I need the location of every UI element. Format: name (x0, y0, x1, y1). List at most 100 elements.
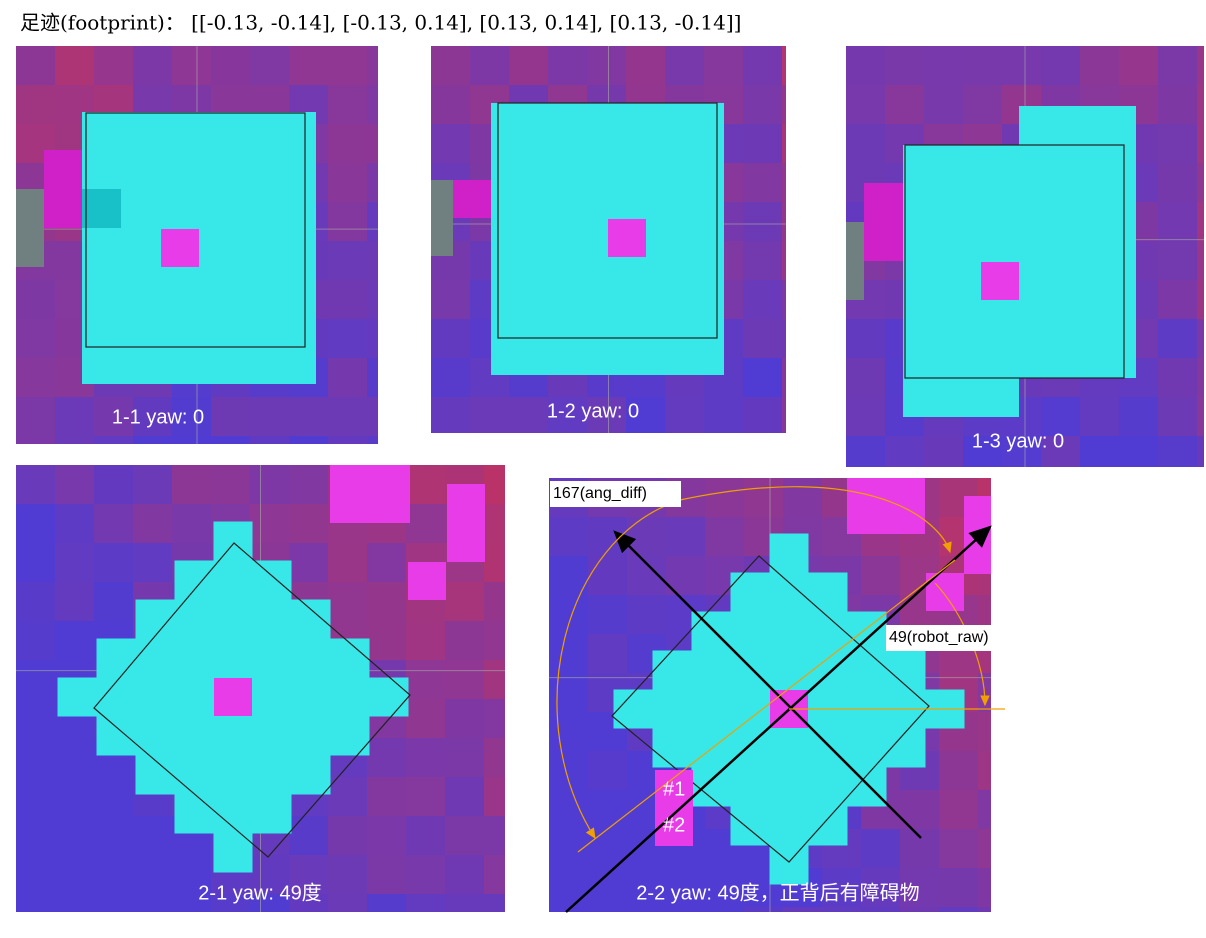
cost-cell (55, 816, 94, 855)
cost-cell (94, 816, 133, 855)
cost-cell (743, 163, 782, 202)
inflated-cell (82, 189, 121, 228)
cost-cell (783, 478, 822, 517)
cost-cell (743, 202, 782, 241)
cost-cell (782, 397, 786, 433)
cost-cell (509, 397, 548, 433)
cost-cell (172, 397, 211, 436)
cost-cell (1197, 397, 1204, 436)
cost-cell (978, 907, 991, 912)
cost-cell (822, 868, 861, 907)
cost-cell (328, 163, 367, 202)
cost-cell (211, 397, 250, 436)
cost-cell (250, 504, 289, 543)
cost-cell (328, 202, 367, 241)
cost-cell (367, 241, 378, 280)
reference-line (577, 559, 956, 853)
cost-cell (328, 85, 367, 124)
cost-cell (133, 816, 172, 855)
cost-cell (1158, 319, 1197, 358)
obstacle (330, 465, 410, 523)
cost-cell (1197, 280, 1204, 319)
cost-cell (445, 660, 484, 699)
cost-cell (744, 907, 783, 912)
cost-cell (94, 894, 133, 912)
cost-cell (861, 868, 900, 907)
cost-cell (406, 504, 445, 543)
cost-cell (861, 829, 900, 868)
cost-cell (133, 436, 172, 444)
cost-cell (484, 504, 505, 543)
cost-cell (250, 397, 289, 436)
cost-cell (587, 46, 626, 85)
cost-cell (367, 319, 378, 358)
cost-cell (289, 397, 328, 436)
cost-cell (55, 543, 94, 582)
footprint-area (96, 716, 370, 756)
cost-cell (406, 621, 445, 660)
cost-cell (1041, 46, 1080, 85)
cost-cell (133, 504, 172, 543)
footprint-area (652, 650, 926, 690)
cost-cell (846, 397, 885, 436)
cost-cell (367, 85, 378, 124)
cost-cell (55, 504, 94, 543)
cost-cell (1197, 85, 1204, 124)
cost-cell (1119, 397, 1158, 436)
cost-cell (665, 46, 704, 85)
cost-cell (588, 790, 627, 829)
cost-cell (978, 751, 991, 790)
cost-cell (549, 673, 588, 712)
cost-cell (484, 543, 505, 582)
cost-cell (846, 436, 885, 467)
cost-cell (705, 907, 744, 912)
cost-cell (743, 241, 782, 280)
cost-cell (250, 894, 289, 912)
cost-cell (16, 280, 55, 319)
cost-cell (328, 816, 367, 855)
annotation: 167(ang_diff) (553, 485, 647, 502)
cost-cell (549, 634, 588, 673)
cost-cell (289, 46, 328, 85)
cost-cell (963, 85, 1002, 124)
cost-cell (782, 319, 786, 358)
cost-cell (549, 517, 588, 556)
obstacle (16, 189, 44, 267)
cost-cell (782, 124, 786, 163)
cost-cell (16, 621, 55, 660)
footprint-area (903, 145, 1136, 378)
cost-cell (549, 556, 588, 595)
cost-cell (406, 855, 445, 894)
cost-cell (133, 543, 172, 582)
cost-cell (846, 85, 885, 124)
cost-cell (1197, 202, 1204, 241)
cost-cell (16, 397, 55, 436)
panel-label: 2-2 yaw: 49度，正背后有障碍物 (636, 881, 919, 904)
cost-cell (367, 202, 378, 241)
cost-cell (406, 699, 445, 738)
robot-center (214, 678, 252, 716)
footprint-area (691, 611, 887, 651)
cost-cell (665, 397, 704, 433)
cost-cell (431, 319, 470, 358)
cost-cell (484, 894, 505, 912)
cost-cell (55, 777, 94, 816)
cost-cell (1002, 436, 1041, 467)
cost-cell (289, 436, 328, 444)
footprint-area (1019, 106, 1136, 145)
cost-cell (509, 46, 548, 85)
cost-cell (1080, 397, 1119, 436)
cost-cell (94, 543, 133, 582)
cost-cell (172, 504, 211, 543)
cost-cell (55, 855, 94, 894)
cost-cell (328, 582, 367, 621)
cost-cell (211, 465, 250, 504)
cost-cell (16, 699, 55, 738)
cost-cell (549, 868, 588, 907)
cost-cell (782, 46, 786, 85)
cost-cell (978, 868, 991, 907)
cost-cell (484, 738, 505, 777)
cost-cell (94, 582, 133, 621)
cost-cell (1158, 124, 1197, 163)
cost-cell (94, 504, 133, 543)
